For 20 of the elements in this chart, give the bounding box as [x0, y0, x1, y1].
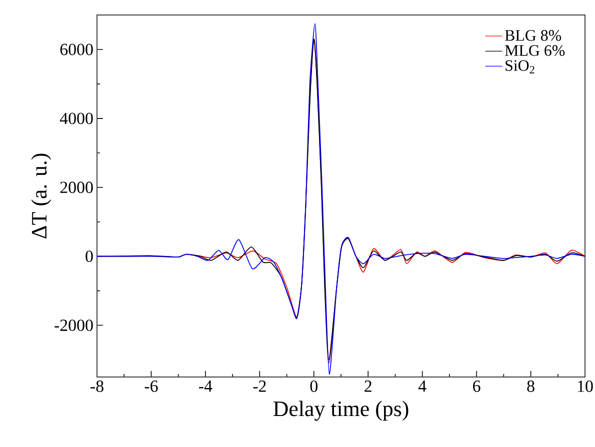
x-tick-label: -2 — [253, 380, 266, 392]
y-axis-title: ΔT (a. u.) — [31, 154, 52, 238]
legend-label: SiO$_{2}$ — [506, 60, 534, 74]
x-tick-label: -6 — [144, 380, 158, 392]
x-axis-title: Delay time (ps) — [273, 400, 408, 421]
legend-label: BLG 8% — [504, 30, 562, 41]
y-tick-label: -2000 — [54, 320, 93, 332]
x-tick-label: 2 — [364, 380, 372, 392]
x-tick-label: 4 — [418, 380, 426, 392]
legend-label: MLG 6% — [504, 45, 565, 56]
y-tick-label: 6000 — [60, 44, 93, 56]
x-tick-label: 10 — [578, 380, 593, 392]
y-tick-label: 2000 — [60, 182, 93, 194]
x-tick-label: 8 — [527, 380, 534, 392]
y-tick-label: 0 — [86, 250, 93, 262]
y-tick-label: 4000 — [60, 112, 93, 124]
x-tick-label: -4 — [199, 380, 212, 392]
x-tick-label: 0 — [310, 380, 318, 392]
x-tick-label: 6 — [473, 380, 480, 392]
x-tick-label: -8 — [90, 380, 104, 392]
